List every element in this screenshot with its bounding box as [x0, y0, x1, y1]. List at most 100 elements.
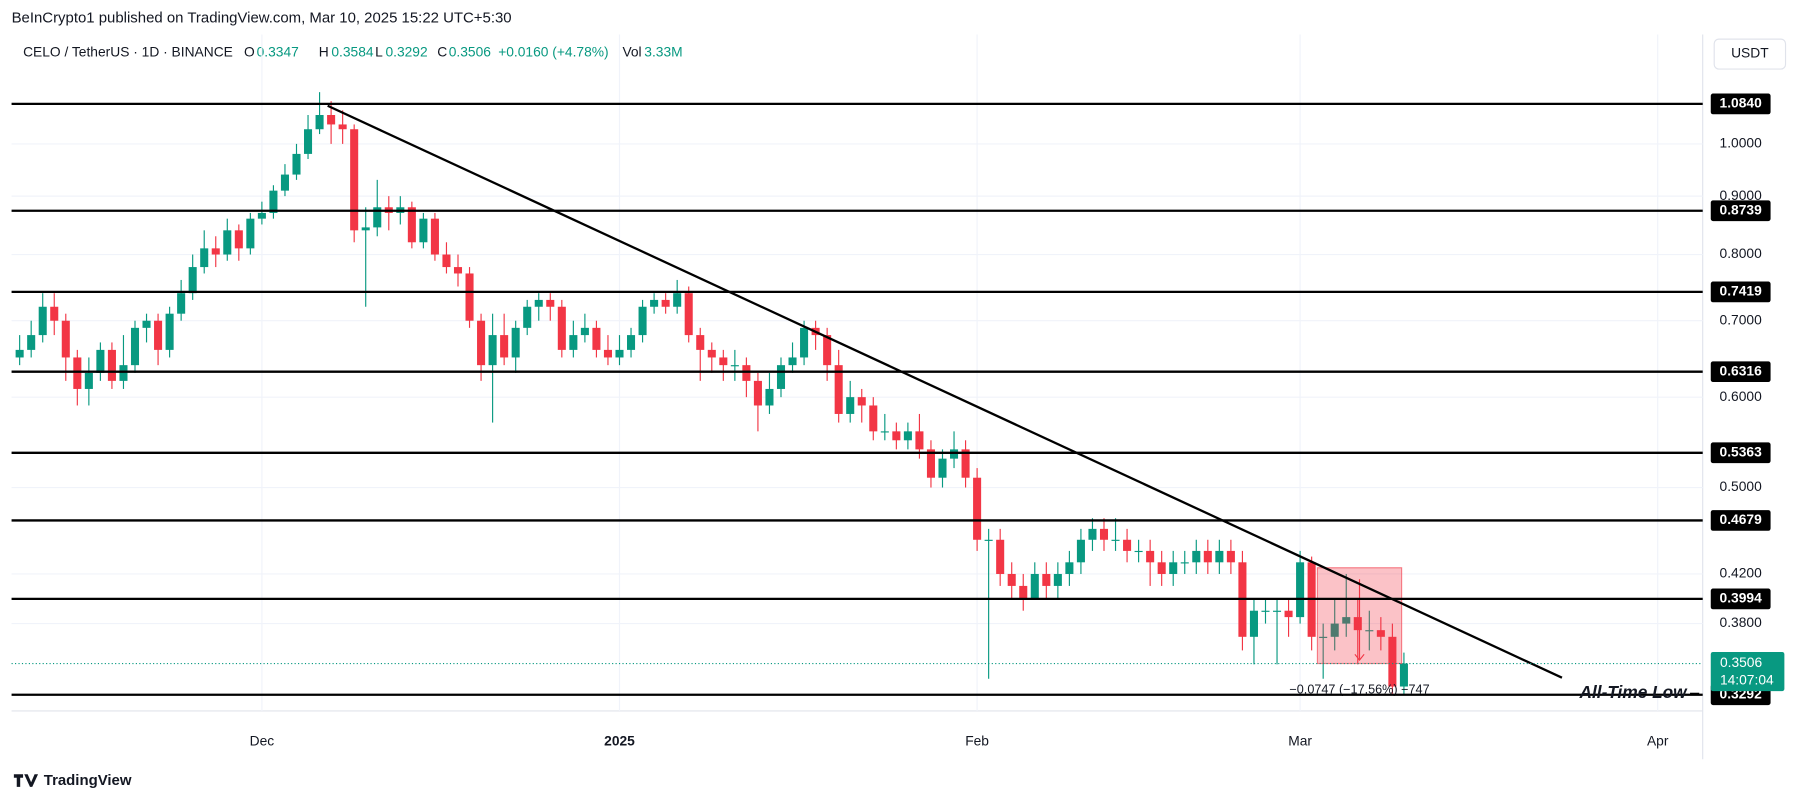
candle-body	[223, 230, 232, 255]
candle-body	[1226, 550, 1235, 563]
y-tick-label: 0.9000	[1720, 188, 1763, 203]
candle-body	[488, 335, 497, 366]
candle-body	[996, 539, 1005, 574]
candle-body	[280, 174, 289, 191]
level-label: 0.6316	[1720, 363, 1763, 378]
change: +0.0160 (+4.78%)	[498, 45, 608, 60]
logo-icon	[13, 774, 39, 787]
candle-body	[154, 320, 163, 350]
ohlc-label: O	[244, 45, 255, 60]
level-label: 0.5363	[1720, 444, 1763, 459]
candle-body	[973, 477, 982, 540]
currency[interactable]: USDT	[1731, 46, 1769, 61]
candle-body	[546, 299, 555, 307]
candle-body	[130, 327, 140, 366]
ohlc-label: C	[437, 45, 447, 60]
ohlc-label: H	[319, 45, 329, 60]
candle-body	[1007, 573, 1016, 586]
candle-body	[673, 293, 682, 307]
candle-body	[1273, 610, 1282, 612]
candle-body	[442, 254, 451, 268]
candle-body	[1111, 539, 1120, 541]
level-label: 0.4679	[1720, 512, 1763, 527]
candle-body	[1042, 573, 1051, 586]
candle-body	[950, 449, 959, 459]
level-label: 0.7419	[1720, 284, 1763, 299]
level-label-box	[1710, 281, 1771, 303]
candle-body	[1088, 528, 1097, 540]
measure-arrow	[1354, 579, 1365, 661]
candle-body	[1399, 663, 1408, 687]
candle-body	[696, 335, 705, 350]
publisher: BeInCrypto1 published on TradingView.com…	[12, 9, 512, 26]
candle-body	[211, 248, 220, 255]
candle-body	[292, 153, 301, 175]
candle-body	[1169, 562, 1178, 574]
candle-body	[200, 248, 209, 268]
ohlc-value: 0.3506	[449, 45, 492, 60]
candle-body	[557, 306, 566, 350]
candle-body	[569, 335, 578, 350]
candle-body	[534, 299, 543, 307]
candle-body	[580, 327, 589, 336]
candle-body	[1180, 562, 1189, 564]
candle-body	[419, 218, 428, 243]
volume-label: Vol	[622, 45, 641, 60]
currency-button[interactable]	[1713, 38, 1787, 70]
candle-body	[73, 357, 82, 389]
ohlc-value: 0.3584	[331, 45, 374, 60]
candle-body	[27, 335, 36, 350]
candle-body	[1261, 610, 1270, 612]
candle-body	[846, 397, 855, 414]
level-label-box	[1710, 200, 1771, 222]
candle-body	[857, 397, 866, 406]
candle-body	[765, 388, 774, 406]
candle-body	[1192, 550, 1201, 563]
candle-body	[1030, 573, 1039, 599]
candle-body	[61, 320, 70, 358]
candle-body	[1249, 610, 1258, 637]
y-tick-label: 0.8000	[1720, 246, 1763, 261]
candle-body	[38, 306, 47, 336]
candle-body	[834, 365, 843, 414]
candle-body	[915, 431, 924, 450]
candle-body	[1053, 573, 1062, 586]
level-label-box	[1710, 93, 1771, 115]
candle-body	[615, 349, 624, 358]
level-label: 1.0840	[1720, 96, 1763, 111]
level-label: 0.3994	[1720, 591, 1763, 606]
x-tick-label: Apr	[1647, 734, 1669, 749]
candle-body	[465, 273, 474, 321]
candle-body	[304, 129, 313, 154]
candle-body	[788, 357, 797, 366]
candle-body	[880, 431, 889, 433]
candle-body	[246, 218, 255, 249]
countdown: 14:07:04	[1720, 672, 1774, 687]
price-label: 0.3506	[1720, 655, 1763, 670]
candle-body	[603, 349, 612, 358]
ohlc-label: L	[375, 45, 383, 60]
brand: TradingView	[44, 772, 132, 789]
candle-body	[1319, 636, 1328, 638]
logo	[13, 774, 39, 787]
candle-body	[361, 227, 370, 231]
y-tick-label: 0.7000	[1720, 312, 1763, 327]
candle-body	[500, 335, 509, 358]
candle-body	[1134, 550, 1143, 553]
candle-body	[188, 267, 197, 294]
measure-label: −0.0747 (−17.56%) −747	[1289, 682, 1429, 696]
y-tick-label: 0.6000	[1720, 389, 1763, 404]
candle-body	[776, 365, 786, 389]
y-tick-label: 0.3800	[1720, 615, 1763, 630]
candle-body	[984, 539, 993, 541]
candle-body	[523, 306, 532, 328]
candle-body	[338, 124, 347, 130]
candle-body	[903, 431, 912, 441]
candle-body	[1215, 550, 1224, 563]
candle-body	[1330, 623, 1339, 637]
candle-body	[407, 207, 416, 243]
candle-body	[1365, 630, 1374, 632]
